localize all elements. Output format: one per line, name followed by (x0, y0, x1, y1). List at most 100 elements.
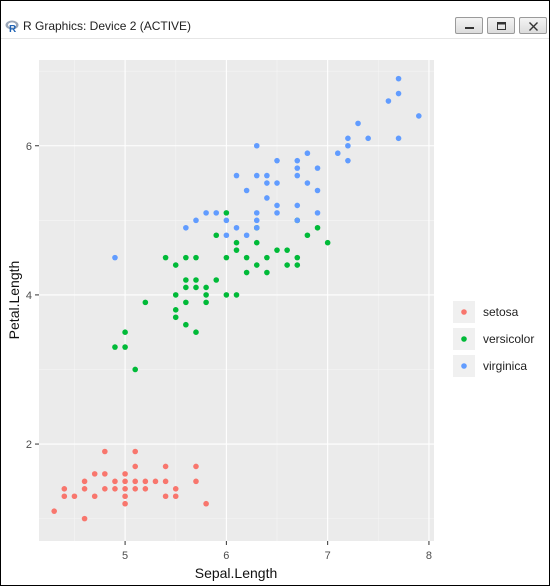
data-point-virginica (385, 98, 392, 104)
legend: setosa versicolor virginica (453, 301, 534, 377)
data-point-versicolor (172, 292, 179, 298)
data-point-versicolor (203, 284, 209, 291)
x-tick-label: 7 (325, 550, 331, 562)
data-point-versicolor (223, 254, 230, 261)
data-point-versicolor (132, 366, 139, 373)
data-point-setosa (91, 493, 98, 500)
data-point-setosa (162, 493, 169, 500)
data-point-setosa (102, 471, 108, 477)
data-point-virginica (264, 195, 270, 201)
data-point-versicolor (172, 262, 179, 268)
data-point-setosa (81, 485, 88, 492)
data-point-setosa (81, 515, 88, 522)
data-point-virginica (243, 187, 250, 194)
data-point-versicolor (213, 232, 220, 239)
data-point-setosa (112, 485, 118, 492)
data-point-virginica (314, 165, 321, 171)
data-point-setosa (152, 478, 159, 485)
title-bar[interactable]: R R Graphics: Device 2 (ACTIVE) (1, 15, 549, 39)
data-point-virginica (304, 150, 311, 157)
data-point-virginica (334, 150, 341, 157)
data-point-versicolor (122, 329, 128, 335)
data-point-virginica (203, 210, 209, 216)
data-point-setosa (51, 508, 57, 514)
scatter-plot: 5 6 7 8 2 4 6 Sepal.Length Petal.Length setos… (1, 39, 549, 585)
y-axis-title: Petal.Length (6, 261, 22, 340)
data-point-setosa (132, 478, 139, 485)
data-point-virginica (304, 180, 311, 186)
data-point-versicolor (233, 292, 240, 298)
data-point-virginica (223, 232, 230, 239)
data-point-virginica (294, 202, 301, 209)
data-point-versicolor (223, 210, 230, 216)
data-point-setosa (61, 493, 68, 500)
data-point-setosa (162, 463, 169, 470)
legend-label: virginica (483, 359, 527, 373)
data-point-virginica (395, 135, 402, 142)
data-point-virginica (112, 254, 118, 261)
legend-label: versicolor (483, 332, 534, 346)
data-point-versicolor (223, 292, 230, 298)
data-point-setosa (132, 463, 139, 470)
data-point-setosa (193, 478, 199, 485)
data-point-virginica (355, 120, 361, 127)
y-tick-label: 4 (26, 290, 32, 302)
data-point-versicolor (314, 224, 321, 231)
data-point-versicolor (183, 299, 189, 306)
data-point-versicolor (193, 284, 199, 291)
data-point-versicolor (253, 239, 260, 246)
r-logo-icon: R (5, 20, 19, 33)
data-point-virginica (294, 165, 301, 171)
legend-marker-setosa (461, 309, 467, 315)
data-point-virginica (416, 113, 422, 119)
data-point-setosa (102, 485, 108, 492)
data-point-virginica (233, 224, 240, 231)
data-point-virginica (253, 172, 260, 179)
data-point-versicolor (264, 269, 270, 276)
data-point-virginica (294, 157, 301, 164)
x-axis: 5 6 7 8 (122, 541, 432, 562)
data-point-versicolor (284, 247, 290, 253)
data-point-versicolor (294, 254, 301, 261)
data-point-setosa (112, 478, 118, 485)
data-point-versicolor (142, 299, 149, 306)
minimize-icon (465, 27, 474, 29)
data-point-virginica (274, 180, 280, 186)
data-point-setosa (162, 478, 169, 485)
data-point-virginica (294, 217, 301, 224)
data-point-setosa (81, 478, 88, 485)
data-point-versicolor (294, 262, 301, 268)
close-icon (529, 22, 538, 31)
data-point-setosa (203, 500, 209, 507)
data-point-setosa (122, 471, 128, 477)
window-title: R Graphics: Device 2 (ACTIVE) (23, 19, 192, 33)
data-point-virginica (274, 157, 280, 164)
data-point-virginica (264, 180, 270, 186)
minimize-button[interactable] (455, 17, 483, 34)
data-point-virginica (233, 172, 240, 179)
data-point-virginica (264, 172, 270, 179)
legend-marker-virginica (461, 363, 467, 369)
legend-label: setosa (483, 305, 519, 319)
data-point-versicolor (203, 292, 209, 298)
data-point-setosa (142, 485, 149, 492)
close-button[interactable] (519, 17, 547, 34)
data-point-virginica (345, 142, 351, 149)
maximize-icon (497, 22, 506, 30)
data-point-setosa (122, 485, 128, 492)
data-point-setosa (132, 448, 139, 455)
data-point-versicolor (304, 232, 311, 239)
data-point-virginica (395, 90, 402, 97)
y-axis: 2 4 6 (26, 141, 39, 451)
data-point-virginica (253, 210, 260, 216)
data-point-versicolor (193, 254, 199, 261)
data-point-versicolor (183, 321, 189, 328)
data-point-setosa (71, 493, 78, 500)
data-point-versicolor (183, 284, 189, 291)
data-point-virginica (274, 202, 280, 209)
maximize-button[interactable] (487, 17, 515, 34)
data-point-setosa (193, 463, 199, 470)
data-point-setosa (172, 485, 179, 492)
data-point-versicolor (324, 239, 331, 246)
